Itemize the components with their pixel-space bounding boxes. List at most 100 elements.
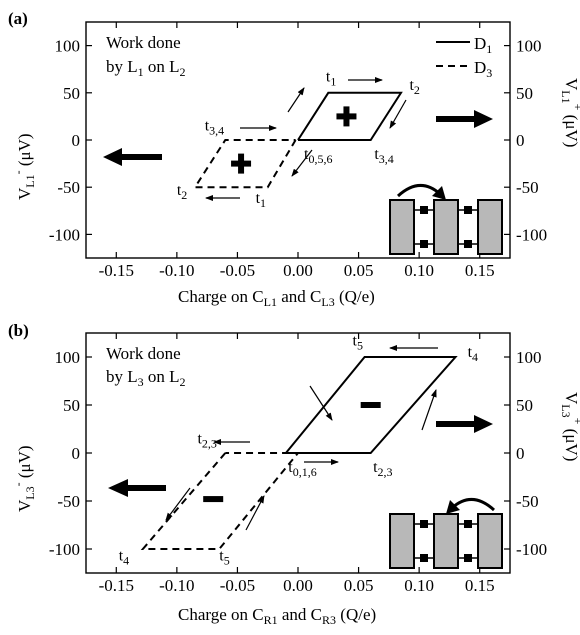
y-tick-label-left: -50 <box>57 178 80 197</box>
panel-a-signs <box>231 106 357 174</box>
y-tick-label-right: 100 <box>516 348 542 367</box>
y-tick-label-left: -50 <box>57 492 80 511</box>
junction-b4 <box>464 554 472 562</box>
junction-3 <box>464 206 472 214</box>
panel-a-ticks: -0.15 -0.10 -0.05 0.00 0.05 0.10 0.15 -100 -100 -… <box>49 22 547 280</box>
x-tick-label: -0.10 <box>159 261 194 280</box>
x-tick-label: 0.00 <box>283 576 313 595</box>
cell-left <box>389 199 415 255</box>
y-tick-label-right: -100 <box>516 540 547 559</box>
panel-a-ylabel-right: VL1+ (μV) <box>559 78 580 147</box>
y-tick-label-left: 0 <box>72 444 81 463</box>
cell-right-b <box>477 513 503 569</box>
panel-b-signs <box>203 402 381 503</box>
y-tick-label-left: -100 <box>49 225 80 244</box>
series-d3-loop <box>193 139 297 189</box>
y-tick-label-left: 100 <box>55 348 81 367</box>
time-label: t5 <box>353 332 363 352</box>
panel-a-desc-line2: by L1 on L2 <box>106 57 186 79</box>
x-tick-label: -0.05 <box>220 576 255 595</box>
legend-d3-label: D3 <box>474 58 492 80</box>
time-label: t4 <box>468 344 478 364</box>
panel-a-big-arrow-left <box>103 148 162 166</box>
y-tick-label-right: 0 <box>516 444 525 463</box>
panel-a-device-schematic <box>389 184 503 255</box>
time-label: t1 <box>326 68 336 88</box>
x-tick-label: -0.15 <box>99 576 134 595</box>
x-tick-label: -0.15 <box>99 261 134 280</box>
time-label: t4 <box>119 548 129 568</box>
panel-a-desc-line1: Work done <box>106 33 181 52</box>
curved-arrow-b-head <box>446 500 460 514</box>
panel-a-big-arrow-right <box>436 110 493 128</box>
cell-left-b <box>389 513 415 569</box>
plus-marker-v <box>343 106 350 127</box>
y-tick-label-right: -50 <box>516 178 539 197</box>
panel-a-time-labels: t1 t2 t3,4 t0,5,6 t3,4 t2 t1 <box>177 68 420 210</box>
y-tick-label-right: 100 <box>516 37 542 56</box>
series-d1-loop <box>297 91 403 141</box>
plus-marker-v <box>238 153 245 174</box>
junction-b3 <box>464 520 472 528</box>
time-label: t1 <box>256 190 266 210</box>
time-label: t2 <box>177 182 187 202</box>
panel-b: (b) -0.15 -0.10 -0.05 0.00 0.05 0.10 0.15 -100 -… <box>8 321 580 627</box>
panel-a-xlabel: Charge on CL1 and CL3 (Q/e) <box>178 287 375 309</box>
arrow-a5 <box>291 149 313 177</box>
panel-b-ylabel-left: VL3- (μV) <box>11 445 37 512</box>
time-label: t3,4 <box>374 146 393 166</box>
y-tick-label-left: 0 <box>72 131 81 150</box>
arrow-b7 <box>245 495 265 531</box>
panel-a-letter: (a) <box>8 9 28 28</box>
panel-b-big-arrow-right <box>436 415 493 433</box>
x-tick-label: -0.10 <box>159 576 194 595</box>
x-tick-label: 0.05 <box>344 576 374 595</box>
cell-middle <box>433 199 459 255</box>
time-label: t2,3 <box>373 459 392 479</box>
y-tick-label-left: 100 <box>55 37 81 56</box>
time-label: t3,4 <box>205 118 224 138</box>
y-tick-label-left: 50 <box>63 396 80 415</box>
y-tick-label-right: -50 <box>516 492 539 511</box>
junction-b2 <box>420 554 428 562</box>
time-label: t2,3 <box>197 430 216 450</box>
junction-1 <box>420 206 428 214</box>
panel-b-xlabel: Charge on CR1 and CR3 (Q/e) <box>178 605 376 627</box>
x-tick-label: 0.10 <box>404 576 434 595</box>
panel-b-direction-arrows <box>165 345 438 531</box>
panel-a-series <box>193 91 403 189</box>
panel-a: (a) -0.15 -0.10 -0.05 0.00 0.05 0.10 0.15-100-… <box>8 9 580 309</box>
arrow-b6 <box>165 487 191 521</box>
arrow-a2 <box>389 99 407 129</box>
x-tick-label: 0.10 <box>404 261 434 280</box>
minus-marker <box>203 496 224 503</box>
time-label: t0,5,6 <box>304 146 332 166</box>
x-tick-label: -0.05 <box>220 261 255 280</box>
panel-b-big-arrow-left <box>108 479 166 497</box>
junction-2 <box>420 240 428 248</box>
y-tick-label-left: 50 <box>63 84 80 103</box>
series-d1-loop <box>285 356 458 454</box>
panel-b-ylabel-right: VL3+ (μV) <box>559 392 580 461</box>
x-tick-label: 0.00 <box>283 261 313 280</box>
y-tick-label-right: 50 <box>516 396 533 415</box>
y-tick-label-right: 50 <box>516 84 533 103</box>
minus-marker <box>360 402 381 408</box>
junction-4 <box>464 240 472 248</box>
arrow-a3 <box>287 87 305 113</box>
panel-b-desc-line1: Work done <box>106 344 181 363</box>
legend-d1-label: D1 <box>474 34 492 56</box>
x-tick-label: 0.15 <box>465 576 495 595</box>
panel-a-legend: D1 D3 <box>436 34 492 80</box>
cell-right <box>477 199 503 255</box>
x-tick-label: 0.15 <box>465 261 495 280</box>
panel-a-direction-arrows <box>205 77 407 201</box>
time-label: t5 <box>219 548 229 568</box>
time-label: t0,1,6 <box>288 459 316 479</box>
y-tick-label-right: -100 <box>516 225 547 244</box>
x-tick-label: 0.05 <box>344 261 374 280</box>
curved-arrow-a-head <box>432 186 446 200</box>
junction-b1 <box>420 520 428 528</box>
panel-b-letter: (b) <box>8 321 29 340</box>
